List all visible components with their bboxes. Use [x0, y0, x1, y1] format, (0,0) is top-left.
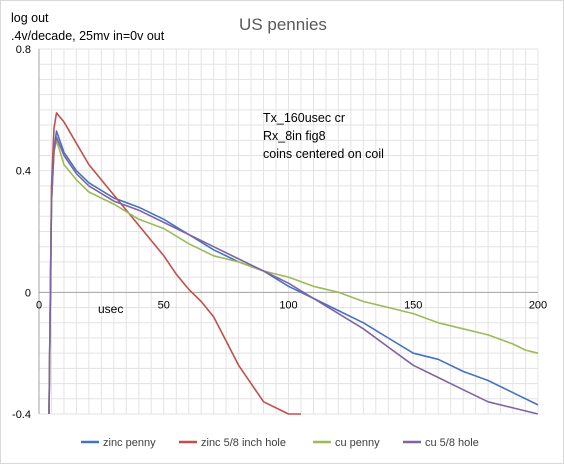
y-tick-label: 0	[25, 287, 31, 299]
x-tick-label: 0	[36, 299, 42, 311]
annotation-box: Tx_160usec cr Rx_8in fig8 coins centered…	[263, 111, 384, 161]
grid-layer	[38, 48, 539, 415]
x-tick-label: 150	[404, 299, 422, 311]
tick-label-layer: 0 50 100 150 200 -0.4 0 0.4 0.8	[12, 44, 547, 421]
y-tick-label: 0.8	[16, 44, 31, 56]
x-tick-label: 50	[158, 299, 170, 311]
y-tick-label: 0.4	[16, 166, 31, 178]
series-line-1	[48, 130, 539, 415]
chart-title: US pennies	[239, 15, 327, 34]
series-line-4	[48, 136, 539, 415]
series-line-2	[48, 112, 301, 415]
y-tick-label: -0.4	[12, 409, 31, 421]
y-axis-label-line-1: log out	[11, 11, 49, 25]
annotation-line-1: Tx_160usec cr	[263, 111, 345, 125]
axis-layer	[38, 49, 538, 414]
series-layer	[48, 112, 539, 415]
legend-label: zinc penny	[103, 437, 156, 449]
legend-label: zinc 5/8 inch hole	[201, 437, 286, 449]
x-tick-label: 200	[529, 299, 547, 311]
x-unit-label: usec	[98, 302, 123, 316]
legend: zinc penny zinc 5/8 inch hole cu penny cu 5…	[81, 437, 479, 449]
legend-label: cu 5/8 hole	[425, 437, 479, 449]
annotation-line-3: coins centered on coil	[263, 147, 384, 161]
legend-label: cu penny	[335, 437, 380, 449]
x-tick-label: 100	[279, 299, 297, 311]
y-axis-label-line-2: .4v/decade, 25mv in=0v out	[11, 29, 165, 43]
series-line-3	[48, 139, 539, 415]
annotation-line-2: Rx_8in fig8	[263, 129, 326, 143]
